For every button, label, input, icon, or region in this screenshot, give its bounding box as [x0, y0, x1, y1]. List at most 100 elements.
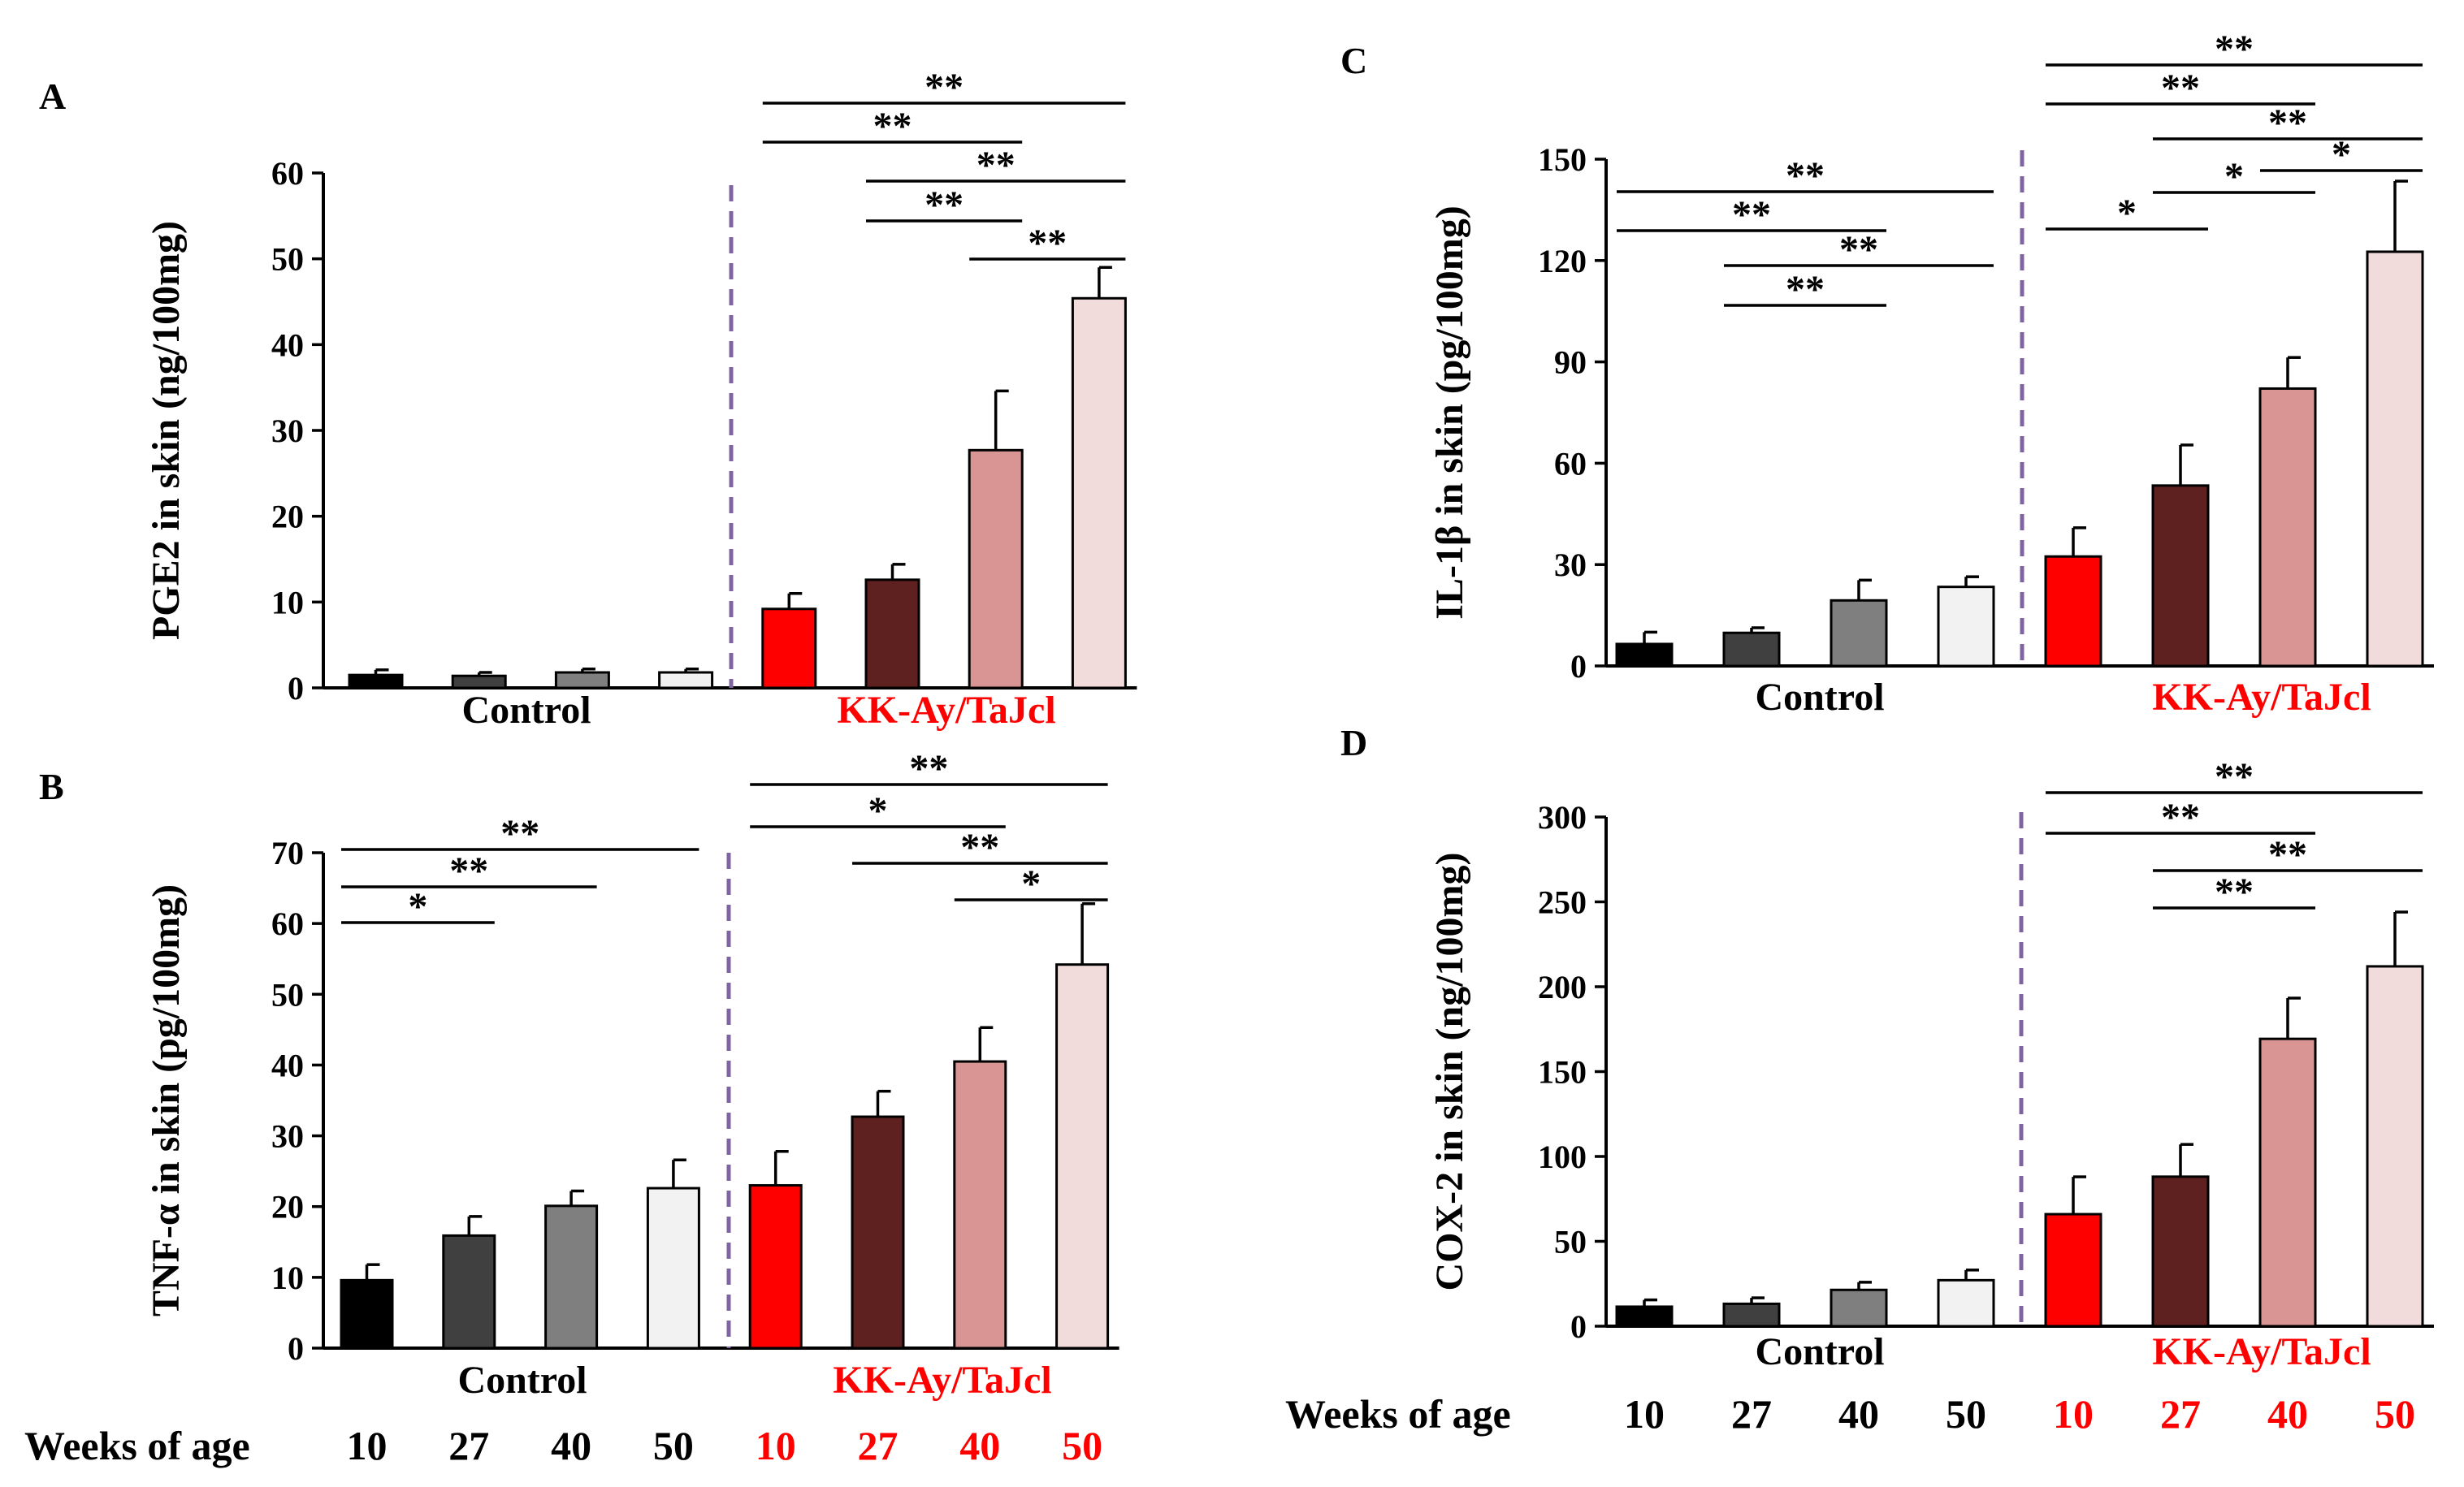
- x-tick-label: 27: [2160, 1391, 2201, 1437]
- x-tick-label: 10: [347, 1423, 388, 1468]
- y-tick-label: 30: [1554, 547, 1587, 583]
- x-tick-label: 40: [1838, 1391, 1879, 1437]
- x-tick-label: 50: [653, 1423, 694, 1468]
- x-tick-label: 40: [2267, 1391, 2308, 1437]
- weeks-label: Weeks of age: [1285, 1391, 1511, 1437]
- bar: [2366, 965, 2424, 1328]
- bar: [1937, 586, 1995, 668]
- significance-label: **: [2161, 796, 2200, 839]
- significance-label: **: [873, 105, 912, 148]
- weeks-label: Weeks of age: [24, 1423, 250, 1468]
- bar: [1615, 1305, 1674, 1328]
- significance-label: **: [925, 66, 964, 109]
- bar: [968, 448, 1024, 689]
- bar: [658, 671, 714, 689]
- significance-label: **: [1786, 154, 1825, 197]
- y-tick-label: 100: [1538, 1139, 1587, 1175]
- significance-label: **: [1839, 228, 1878, 271]
- group-label-diabetic: KK-Ay/TaJcl: [2152, 1330, 2371, 1373]
- bar: [1722, 1302, 1781, 1328]
- significance-label: **: [2161, 67, 2200, 110]
- significance-label: **: [2215, 755, 2254, 798]
- bar: [1055, 963, 1110, 1350]
- panel-letter: C: [1340, 40, 1367, 81]
- y-axis-label: PGE2 in skin (ng/100mg): [145, 221, 188, 640]
- significance-label: **: [500, 812, 539, 855]
- y-tick-label: 50: [1554, 1224, 1587, 1260]
- bar: [748, 1184, 803, 1350]
- y-tick-label: 40: [271, 1047, 304, 1083]
- group-label-diabetic: KK-Ay/TaJcl: [833, 1359, 1051, 1402]
- bar: [1722, 631, 1781, 668]
- significance-label: *: [408, 885, 427, 928]
- significance-label: **: [2268, 833, 2307, 876]
- y-tick-label: 0: [288, 670, 304, 707]
- group-label-diabetic: KK-Ay/TaJcl: [837, 689, 1055, 732]
- y-axis-label: IL-1β in skin (pg/100mg): [1428, 205, 1471, 619]
- panel-a: A PGE2 in skin (ng/100mg) 0 10 20 30 40 50 60 Con…: [39, 66, 1137, 732]
- significance-label: **: [960, 826, 999, 869]
- y-tick-label: 20: [271, 1189, 304, 1225]
- bar: [348, 673, 404, 689]
- y-tick-label: 200: [1538, 969, 1587, 1005]
- y-axis-label: TNF-α in skin (pg/100mg): [145, 884, 188, 1316]
- significance-label: **: [977, 144, 1015, 187]
- x-tick-label: 50: [1062, 1423, 1102, 1468]
- x-tick-label: 40: [959, 1423, 1000, 1468]
- significance-label: **: [925, 184, 964, 227]
- bar: [2366, 250, 2424, 668]
- y-tick-label: 50: [271, 241, 304, 278]
- significance-label: *: [868, 789, 888, 832]
- y-tick-label: 10: [271, 1260, 304, 1296]
- panel-d: D COX-2 in skin (ng/100mg) 0 50 100 150 200 250…: [1285, 722, 2434, 1437]
- significance-label: *: [1021, 862, 1041, 906]
- y-tick-label: 0: [288, 1330, 304, 1367]
- bar: [2258, 387, 2317, 668]
- y-tick-label: 0: [1570, 1308, 1587, 1345]
- bar: [2258, 1037, 2317, 1328]
- y-tick-label: 90: [1554, 344, 1587, 381]
- y-tick-label: 0: [1570, 648, 1587, 685]
- y-tick-label: 60: [271, 155, 304, 192]
- significance-label: *: [2332, 133, 2351, 176]
- bar: [851, 1115, 905, 1350]
- significance-label: **: [1028, 222, 1067, 265]
- x-tick-label: 50: [1946, 1391, 1986, 1437]
- significance-label: **: [1786, 268, 1825, 311]
- bar: [442, 1234, 496, 1350]
- panel-b: B TNF-α in skin (pg/100mg) 0 10 20 30 40 50 60 70…: [24, 747, 1119, 1468]
- significance-label: **: [2215, 871, 2254, 914]
- y-tick-label: 30: [271, 413, 304, 449]
- group-label-control: Control: [1755, 676, 1884, 719]
- y-tick-label: 150: [1538, 1054, 1587, 1091]
- group-label-control: Control: [1755, 1330, 1884, 1373]
- y-tick-label: 150: [1538, 141, 1587, 178]
- y-tick-label: 60: [271, 906, 304, 942]
- group-label-diabetic: KK-Ay/TaJcl: [2152, 676, 2371, 719]
- y-axis-label: COX-2 in skin (ng/100mg): [1428, 852, 1471, 1290]
- bar: [1615, 642, 1674, 668]
- panel-c: C IL-1β in skin (pg/100mg) 0 30 60 90 120 150 Co…: [1340, 28, 2434, 719]
- bar: [646, 1187, 700, 1350]
- group-label-control: Control: [461, 689, 591, 732]
- bar: [451, 674, 507, 689]
- bar: [544, 1204, 599, 1350]
- significance-label: **: [2215, 28, 2254, 71]
- y-tick-label: 20: [271, 499, 304, 535]
- y-tick-label: 70: [271, 835, 304, 871]
- significance-label: **: [449, 849, 488, 893]
- bar: [2044, 555, 2102, 668]
- x-tick-label: 10: [2053, 1391, 2094, 1437]
- group-label-control: Control: [457, 1359, 587, 1402]
- bar: [2151, 1175, 2210, 1328]
- significance-label: **: [1732, 193, 1771, 236]
- bar: [1830, 1288, 1888, 1328]
- x-tick-label: 27: [858, 1423, 899, 1468]
- bar: [340, 1278, 394, 1350]
- y-tick-label: 250: [1538, 884, 1587, 921]
- bar: [1830, 599, 1888, 668]
- bar: [864, 578, 920, 689]
- bar: [2044, 1213, 2102, 1328]
